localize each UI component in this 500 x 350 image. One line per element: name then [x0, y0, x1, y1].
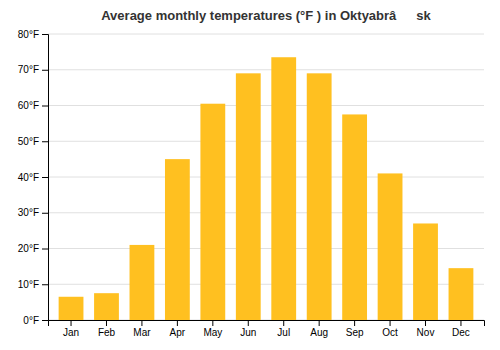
x-tick-mark [71, 320, 72, 326]
y-tick-label: 10°F [18, 279, 39, 290]
x-tick-mark [177, 320, 178, 326]
grid-line [48, 105, 484, 106]
x-tick-label: Jul [277, 327, 290, 338]
x-tick: Dec [452, 320, 470, 338]
grid [48, 34, 484, 320]
x-tick-label: Dec [452, 327, 470, 338]
y-tick-mark [42, 249, 48, 250]
y-tick-mark [42, 320, 48, 321]
grid-line [48, 212, 484, 213]
y-tick: 20°F [18, 243, 48, 254]
x-tick-mark [106, 320, 107, 326]
x-tick-label: Apr [170, 327, 186, 338]
grid-line [48, 69, 484, 70]
y-tick-label: 0°F [23, 315, 39, 326]
x-tick-label: Oct [382, 327, 398, 338]
x-tick: Feb [98, 320, 116, 338]
bar [378, 173, 403, 320]
y-tick: 40°F [18, 172, 48, 183]
plot-area: 0°F 10°F 20°F 30°F 40°F 50°F 60°F 70°F 80°F Jan Fe… [18, 29, 485, 338]
x-tick-mark [283, 320, 284, 326]
x-tick: Aug [310, 320, 328, 338]
y-tick: 80°F [18, 29, 48, 40]
y-axis-line [42, 35, 49, 321]
x-tick-label: Sep [346, 327, 364, 338]
y-axis: 0°F 10°F 20°F 30°F 40°F 50°F 60°F 70°F 80°F [18, 29, 49, 326]
x-tick: Jun [240, 320, 256, 338]
y-tick: 30°F [18, 207, 48, 218]
bar [413, 223, 438, 320]
y-tick-label: 40°F [18, 172, 39, 183]
x-axis-line [49, 321, 485, 327]
x-tick: Jan [63, 320, 79, 338]
y-tick-label: 60°F [18, 100, 39, 111]
y-tick-mark [42, 106, 48, 107]
x-tick-label: Feb [98, 327, 116, 338]
x-tick: Sep [346, 320, 364, 338]
x-tick: Nov [417, 320, 435, 338]
x-tick-mark [354, 320, 355, 326]
y-tick-mark [42, 213, 48, 214]
y-tick-mark [42, 177, 48, 178]
x-tick-mark [460, 320, 461, 326]
y-tick: 60°F [18, 100, 48, 111]
x-axis: Jan Feb Mar Apr May Jun Jul Aug Sep Oct Nov Dec [49, 320, 485, 338]
y-tick-mark [42, 70, 48, 71]
y-tick-label: 80°F [18, 29, 39, 40]
x-tick: Mar [133, 320, 151, 338]
x-tick-label: Mar [133, 327, 151, 338]
x-tick-mark [141, 320, 142, 326]
bar [59, 297, 84, 320]
y-tick-mark [42, 141, 48, 142]
x-tick: Oct [382, 320, 398, 338]
x-tick-mark [319, 320, 320, 326]
bar [200, 104, 225, 320]
title: Average monthly temperatures (°F ) in Ok… [101, 8, 431, 23]
x-tick-label: May [203, 327, 222, 338]
y-tick: 70°F [18, 64, 48, 75]
bar [94, 293, 119, 320]
x-tick: Jul [277, 320, 290, 338]
y-tick-label: 70°F [18, 64, 39, 75]
x-tick-label: Jan [63, 327, 79, 338]
x-tick-mark [212, 320, 213, 326]
x-tick-mark [390, 320, 391, 326]
y-tick: 10°F [18, 279, 48, 290]
x-tick-mark [248, 320, 249, 326]
x-tick: May [203, 320, 222, 338]
y-tick-label: 20°F [18, 243, 39, 254]
chart: 0°F 10°F 20°F 30°F 40°F 50°F 60°F 70°F 80°F Jan Fe… [0, 0, 500, 350]
bar [271, 57, 296, 320]
y-tick-mark [42, 34, 48, 35]
bar [130, 245, 155, 320]
x-tick: Apr [170, 320, 186, 338]
y-tick: 50°F [18, 136, 48, 147]
x-tick-mark [425, 320, 426, 326]
bar [342, 114, 367, 320]
grid-line [48, 177, 484, 178]
bar [165, 159, 190, 320]
bar [449, 268, 474, 320]
bar [307, 73, 332, 320]
bars [59, 57, 474, 320]
x-tick-label: Nov [417, 327, 435, 338]
y-tick-mark [42, 284, 48, 285]
grid-line [48, 34, 484, 35]
grid-line [48, 141, 484, 142]
x-tick-label: Aug [310, 327, 328, 338]
bar [236, 73, 261, 320]
y-tick-label: 50°F [18, 136, 39, 147]
y-tick: 0°F [23, 315, 48, 326]
y-tick-label: 30°F [18, 207, 39, 218]
x-tick-label: Jun [240, 327, 256, 338]
